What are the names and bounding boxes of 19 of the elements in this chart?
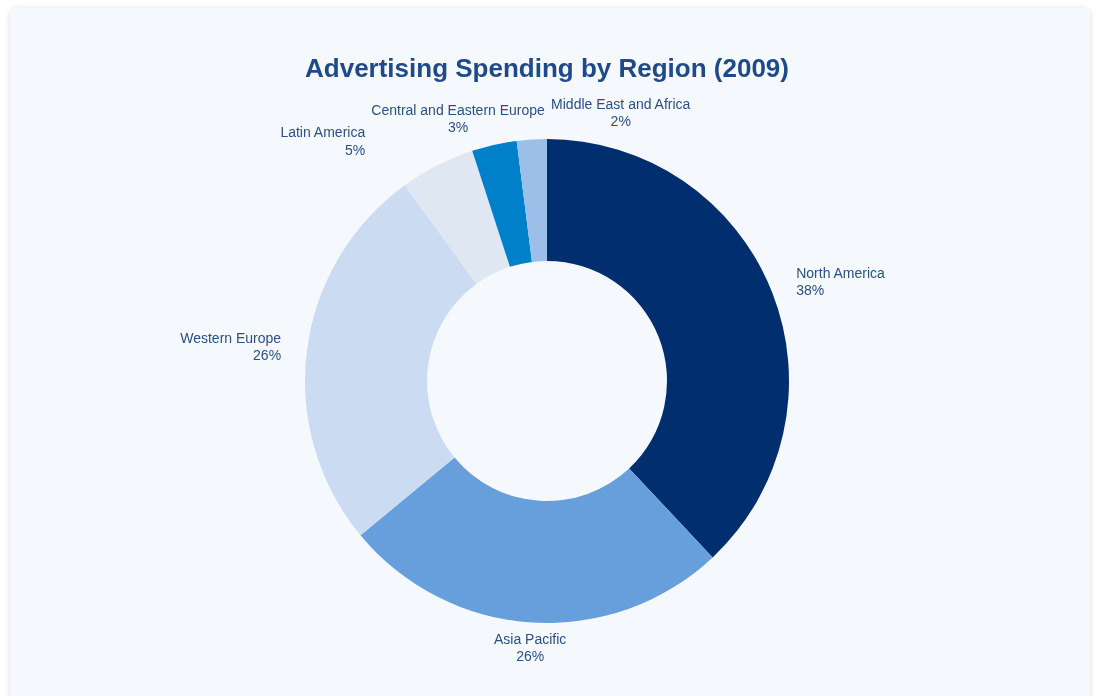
data-label: 2% <box>610 113 631 130</box>
donut-slice <box>472 140 532 267</box>
slice-label: Western Europe <box>180 329 282 346</box>
data-label: 3% <box>447 119 469 136</box>
data-label: 26% <box>253 347 282 364</box>
donut-slice <box>360 457 713 623</box>
data-label: 38% <box>796 282 825 299</box>
donut-slice <box>404 150 510 284</box>
donut-slice <box>547 139 789 558</box>
slice-label: Asia Pacific <box>493 630 567 647</box>
data-label: 26% <box>516 648 545 665</box>
donut-slice <box>516 139 547 262</box>
chart-title: Advertising Spending by Region (2009) <box>305 53 789 83</box>
data-label: 5% <box>344 141 366 158</box>
slice-label: Central and Eastern Europe <box>371 101 546 118</box>
slice-label: Middle East and Africa <box>551 95 691 112</box>
slice-label: North America <box>796 264 886 281</box>
slice-label: Latin America <box>280 124 366 141</box>
donut-slice <box>305 185 477 536</box>
